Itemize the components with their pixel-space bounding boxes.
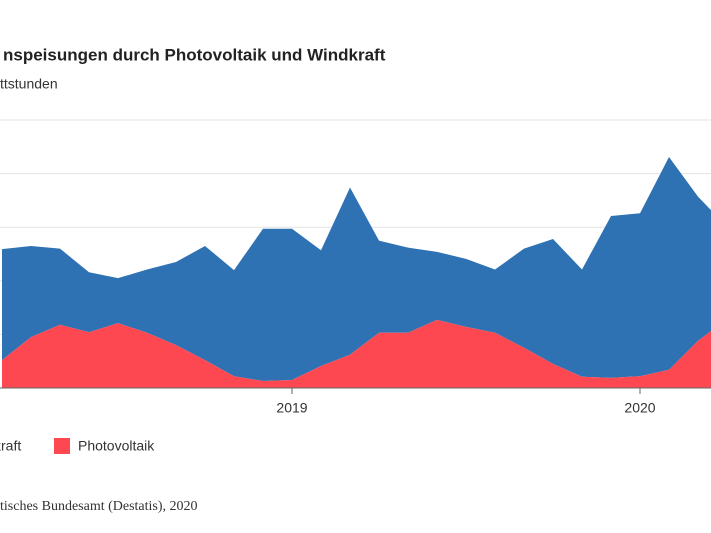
chart-subtitle: ttstunden <box>0 76 58 92</box>
legend-swatch <box>54 438 70 454</box>
x-tick-label: 2020 <box>624 400 655 416</box>
source: tisches Bundesamt (Destatis), 2020 <box>0 499 198 514</box>
legend-label: kraft <box>0 438 21 454</box>
plot-area <box>2 156 711 388</box>
legend-label: Photovoltaik <box>78 438 155 454</box>
x-axis: 2019 2020 <box>0 387 711 416</box>
legend: kraft Photovoltaik <box>0 438 155 454</box>
chart-title: nspeisungen durch Photovoltaik und Windk… <box>3 45 386 64</box>
area <box>2 319 711 388</box>
area <box>2 156 711 382</box>
x-tick-label: 2019 <box>276 400 307 416</box>
